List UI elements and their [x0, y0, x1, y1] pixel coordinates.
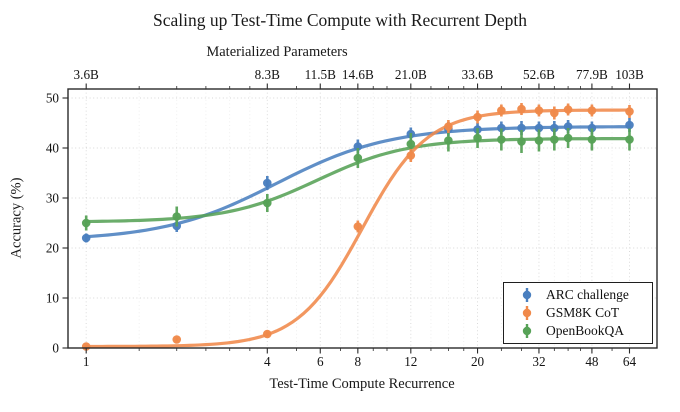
chart-title: Scaling up Test-Time Compute with Recurr…: [152, 10, 527, 30]
plot-border: [67, 88, 658, 349]
x-axis-label: Test-Time Compute Recurrence: [269, 376, 455, 392]
svg-text:3.6B: 3.6B: [74, 67, 99, 82]
legend-item: OpenBookQA: [516, 322, 646, 340]
errorbar-marker-icon: [522, 324, 532, 338]
svg-text:4: 4: [264, 354, 271, 369]
gsm8k-cot-points: [81, 103, 634, 351]
y-tick-labels: 0 10 20 30 40 50: [46, 91, 60, 356]
svg-text:6: 6: [317, 354, 324, 369]
svg-text:0: 0: [52, 341, 59, 356]
x-tick-labels: 1 4 6 8 12 20 32 48 64: [83, 354, 637, 369]
y-axis-label: Accuracy (%): [8, 177, 25, 259]
legend: ARC challenge GSM8K CoT OpenBookQA: [503, 282, 653, 344]
svg-text:8.3B: 8.3B: [255, 67, 280, 82]
svg-text:10: 10: [46, 291, 60, 306]
svg-text:48: 48: [585, 354, 599, 369]
svg-text:8: 8: [355, 354, 362, 369]
svg-text:33.6B: 33.6B: [462, 67, 494, 82]
legend-item: GSM8K CoT: [516, 304, 646, 322]
svg-text:30: 30: [46, 191, 60, 206]
svg-text:20: 20: [46, 241, 60, 256]
errorbar-marker-icon: [522, 306, 532, 320]
svg-text:14.6B: 14.6B: [342, 67, 374, 82]
legend-label: GSM8K CoT: [546, 305, 620, 321]
svg-text:64: 64: [623, 354, 637, 369]
legend-item: ARC challenge: [516, 286, 646, 304]
svg-text:32: 32: [532, 354, 545, 369]
svg-text:11.5B: 11.5B: [305, 67, 337, 82]
svg-text:20: 20: [471, 354, 485, 369]
top-tick-labels: 3.6B 8.3B 11.5B 14.6B 21.0B 33.6B 52.6B 77.9B 10…: [74, 67, 644, 82]
svg-text:52.6B: 52.6B: [523, 67, 555, 82]
svg-text:21.0B: 21.0B: [395, 67, 427, 82]
svg-text:103B: 103B: [615, 67, 644, 82]
svg-text:50: 50: [46, 91, 60, 106]
svg-text:77.9B: 77.9B: [576, 67, 608, 82]
axis-ticks: [62, 83, 631, 354]
svg-text:1: 1: [83, 354, 90, 369]
grid: [68, 89, 657, 348]
top-axis-label: Materialized Parameters: [206, 44, 348, 60]
legend-label: ARC challenge: [546, 287, 629, 303]
svg-text:40: 40: [46, 141, 60, 156]
errorbar-marker-icon: [522, 288, 532, 302]
svg-text:12: 12: [404, 354, 417, 369]
legend-label: OpenBookQA: [546, 323, 624, 339]
